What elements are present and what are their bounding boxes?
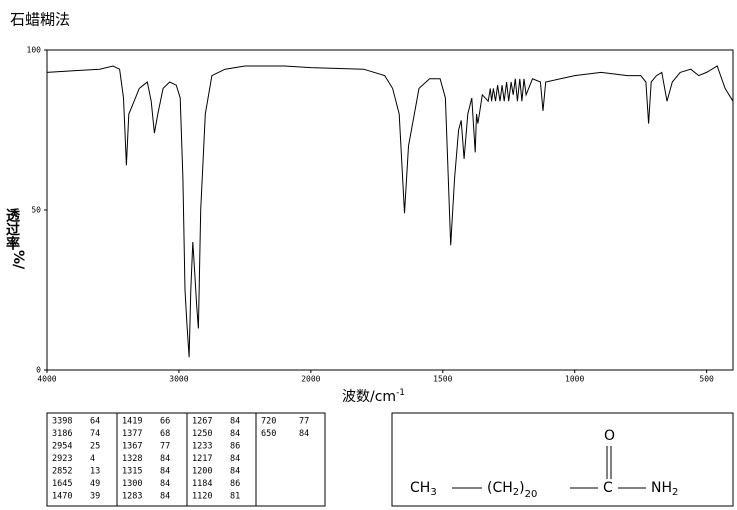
y-tick-label: 0 — [36, 366, 41, 375]
peak-transmittance: 84 — [160, 454, 170, 464]
peak-table-frame — [46, 412, 326, 507]
peak-transmittance: 64 — [90, 417, 100, 427]
peak-transmittance: 39 — [90, 492, 100, 502]
peak-transmittance: 84 — [299, 429, 309, 439]
x-tick-label: 2000 — [301, 375, 320, 384]
peak-transmittance: 49 — [90, 479, 100, 489]
peak-transmittance: 84 — [230, 417, 240, 427]
peak-transmittance: 77 — [160, 442, 170, 452]
peak-transmittance: 84 — [160, 492, 170, 502]
group: ) — [519, 480, 524, 496]
peak-wavenumber: 1470 — [52, 492, 72, 502]
subscript: 2 — [672, 487, 678, 498]
y-tick-label: 50 — [31, 206, 41, 215]
x-tick-label: 3000 — [169, 375, 188, 384]
group: (CH — [487, 480, 513, 496]
peak-wavenumber: 1328 — [122, 454, 142, 464]
peak-wavenumber: 1120 — [192, 492, 212, 502]
peak-wavenumber: 1283 — [122, 492, 142, 502]
peak-wavenumber: 1377 — [122, 429, 142, 439]
x-tick-label: 4000 — [37, 375, 56, 384]
atom: C — [603, 480, 613, 496]
y-axis-unit: %/ — [10, 250, 26, 270]
peak-transmittance: 86 — [230, 442, 240, 452]
peak-wavenumber: 1233 — [192, 442, 212, 452]
x-tick-label: 1500 — [433, 375, 452, 384]
peak-wavenumber: 1315 — [122, 467, 142, 477]
peak-wavenumber: 1267 — [192, 417, 212, 427]
peak-transmittance: 84 — [230, 429, 240, 439]
peak-wavenumber: 1645 — [52, 479, 72, 489]
subscript: 2 — [513, 487, 519, 498]
peak-transmittance: 86 — [230, 479, 240, 489]
peak-wavenumber: 2954 — [52, 442, 72, 452]
peak-wavenumber: 650 — [261, 429, 276, 439]
peak-wavenumber: 3186 — [52, 429, 72, 439]
peak-transmittance: 84 — [230, 454, 240, 464]
subscript: 3 — [430, 487, 436, 498]
x-tick-label: 1000 — [565, 375, 584, 384]
y-tick-label: 100 — [27, 46, 42, 55]
structure-text: CH3 — [410, 480, 437, 498]
peak-wavenumber: 1217 — [192, 454, 212, 464]
chart-title: 石蜡糊法 — [10, 11, 70, 29]
peak-transmittance: 68 — [160, 429, 170, 439]
structure-text: (CH2)20 — [487, 480, 537, 500]
peak-transmittance: 81 — [230, 492, 240, 502]
peak-transmittance: 84 — [230, 467, 240, 477]
x-axis-label-text: 波数/cm — [342, 389, 396, 405]
x-axis-label: 波数/cm-1 — [342, 388, 405, 406]
peak-transmittance: 25 — [90, 442, 100, 452]
peak-transmittance: 74 — [90, 429, 100, 439]
group: NH — [651, 480, 672, 496]
spectrum-line — [46, 65, 734, 358]
subscript: 20 — [525, 489, 538, 500]
peak-wavenumber: 1184 — [192, 479, 212, 489]
group: CH — [410, 480, 430, 496]
peak-wavenumber: 1200 — [192, 467, 212, 477]
peak-wavenumber: 720 — [261, 417, 276, 427]
atom: O — [604, 428, 615, 444]
peak-wavenumber: 1419 — [122, 417, 142, 427]
peak-transmittance: 84 — [160, 479, 170, 489]
peak-wavenumber: 1300 — [122, 479, 142, 489]
peak-wavenumber: 1367 — [122, 442, 142, 452]
peak-transmittance: 13 — [90, 467, 100, 477]
peak-wavenumber: 2923 — [52, 454, 72, 464]
peak-transmittance: 4 — [90, 454, 95, 464]
peak-transmittance: 66 — [160, 417, 170, 427]
peak-wavenumber: 3398 — [52, 417, 72, 427]
structure-text: NH2 — [651, 480, 678, 498]
peak-wavenumber: 2852 — [52, 467, 72, 477]
x-axis-label-sup: -1 — [396, 388, 405, 398]
y-axis-label: 透过率 — [4, 208, 20, 251]
structure-frame — [391, 412, 734, 507]
x-tick-label: 500 — [699, 375, 714, 384]
plot-frame — [46, 49, 734, 371]
structure: CH3 (CH2)20 C O NH2 — [410, 428, 678, 500]
peak-transmittance: 84 — [160, 467, 170, 477]
peak-wavenumber: 1250 — [192, 429, 212, 439]
peak-transmittance: 77 — [299, 417, 309, 427]
